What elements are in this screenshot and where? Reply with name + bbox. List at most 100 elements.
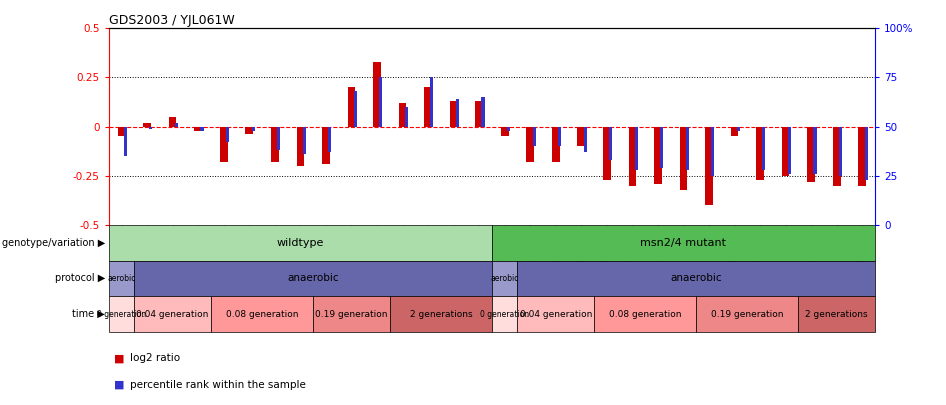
Bar [711, 127, 714, 176]
Bar [730, 127, 739, 136]
Bar [271, 127, 279, 162]
Bar [609, 127, 612, 160]
Bar [705, 127, 713, 205]
Text: 0.08 generation: 0.08 generation [609, 310, 681, 319]
Bar [124, 127, 127, 156]
Text: protocol ▶: protocol ▶ [55, 273, 105, 283]
Bar [475, 101, 483, 127]
Bar [430, 77, 433, 127]
FancyBboxPatch shape [134, 296, 211, 332]
Bar [303, 127, 306, 154]
FancyBboxPatch shape [492, 261, 517, 296]
Text: log2 ratio: log2 ratio [130, 354, 180, 363]
Text: 0.04 generation: 0.04 generation [136, 310, 209, 319]
Text: 2 generations: 2 generations [805, 310, 868, 319]
FancyBboxPatch shape [696, 296, 798, 332]
Bar [405, 107, 408, 127]
Text: time ▶: time ▶ [72, 309, 105, 319]
Bar [686, 127, 689, 170]
Text: anaerobic: anaerobic [288, 273, 339, 283]
Text: 2 generations: 2 generations [410, 310, 472, 319]
Text: 0.19 generation: 0.19 generation [315, 310, 388, 319]
Bar [526, 127, 534, 162]
FancyBboxPatch shape [517, 296, 594, 332]
Bar [500, 127, 509, 136]
Bar [194, 127, 202, 130]
Text: 0 generation: 0 generation [97, 310, 146, 319]
Text: ■: ■ [114, 354, 124, 363]
Text: aerobic: aerobic [108, 274, 135, 283]
Bar [296, 127, 305, 166]
FancyBboxPatch shape [109, 261, 134, 296]
Text: GDS2003 / YJL061W: GDS2003 / YJL061W [109, 14, 235, 27]
Bar [245, 127, 254, 134]
Bar [398, 103, 407, 127]
Bar [252, 127, 254, 130]
Bar [482, 97, 484, 127]
Bar [788, 127, 791, 174]
Bar [424, 87, 432, 127]
FancyBboxPatch shape [390, 296, 492, 332]
Bar [654, 127, 662, 183]
Text: wildtype: wildtype [276, 238, 324, 248]
Text: msn2/4 mutant: msn2/4 mutant [640, 238, 727, 248]
Bar [858, 127, 867, 185]
Bar [143, 123, 151, 127]
Bar [807, 127, 815, 182]
FancyBboxPatch shape [134, 261, 492, 296]
Bar [832, 127, 841, 185]
Bar [603, 127, 611, 180]
Bar [175, 123, 178, 127]
Text: 0 generation: 0 generation [481, 310, 529, 319]
FancyBboxPatch shape [313, 296, 390, 332]
Bar [781, 127, 790, 176]
Bar [168, 117, 177, 127]
Bar [201, 127, 203, 130]
Text: ■: ■ [114, 380, 124, 390]
Bar [756, 127, 764, 180]
Bar [814, 127, 816, 174]
Text: 0.08 generation: 0.08 generation [226, 310, 298, 319]
Bar [354, 91, 357, 127]
Bar [577, 127, 586, 146]
Text: 0.04 generation: 0.04 generation [519, 310, 592, 319]
Bar [762, 127, 765, 170]
Bar [628, 127, 637, 185]
Bar [347, 87, 356, 127]
Bar [322, 127, 330, 164]
Bar [558, 127, 561, 146]
FancyBboxPatch shape [492, 225, 875, 261]
Text: 0.19 generation: 0.19 generation [711, 310, 783, 319]
Bar [660, 127, 663, 168]
FancyBboxPatch shape [211, 296, 313, 332]
Bar [449, 101, 458, 127]
Bar [507, 127, 510, 130]
Bar [737, 127, 740, 130]
Bar [226, 127, 229, 142]
FancyBboxPatch shape [492, 296, 517, 332]
Bar [533, 127, 535, 146]
Text: aerobic: aerobic [491, 274, 518, 283]
Bar [373, 62, 381, 127]
Bar [456, 99, 459, 127]
FancyBboxPatch shape [109, 225, 492, 261]
Bar [379, 77, 382, 127]
FancyBboxPatch shape [798, 296, 875, 332]
Bar [552, 127, 560, 162]
FancyBboxPatch shape [594, 296, 696, 332]
Bar [328, 127, 331, 152]
Text: genotype/variation ▶: genotype/variation ▶ [2, 238, 105, 248]
Bar [219, 127, 228, 162]
Bar [584, 127, 587, 152]
Bar [149, 127, 152, 129]
Text: percentile rank within the sample: percentile rank within the sample [130, 380, 306, 390]
Bar [679, 127, 688, 190]
Bar [277, 127, 280, 150]
Bar [117, 127, 126, 136]
FancyBboxPatch shape [109, 296, 134, 332]
FancyBboxPatch shape [517, 261, 875, 296]
Bar [635, 127, 638, 170]
Bar [865, 127, 867, 180]
Bar [839, 127, 842, 176]
Text: anaerobic: anaerobic [671, 273, 722, 283]
